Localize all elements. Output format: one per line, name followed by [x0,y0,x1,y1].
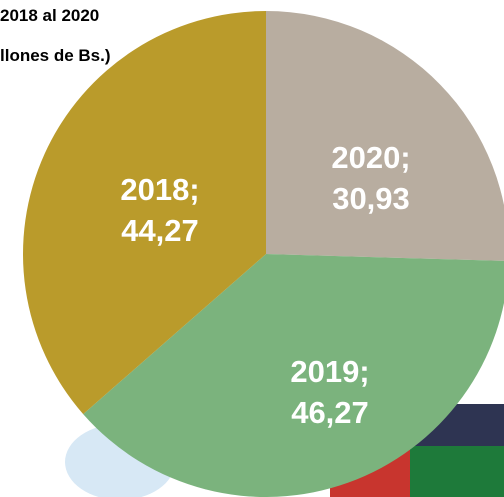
chart-title-line-2: llones de Bs.) [0,46,111,65]
chart-title: 2018 al 2020 llones de Bs.) [0,6,111,65]
pie-label-value-2020: 30,93 [332,181,410,216]
pie-label-value-2019: 46,27 [291,395,369,430]
pie-labels: 2020; 30,93 2019; 46,27 2018; 44,27 [120,140,410,430]
pie-slice-2019 [83,254,504,497]
chart-title-line-1: 2018 al 2020 [0,6,99,25]
pie-slice-2020 [266,11,504,261]
pie-label-year-2019: 2019; [290,354,369,389]
pie-label-value-2018: 44,27 [121,213,199,248]
pie-slices [23,11,504,497]
pie-label-year-2020: 2020; [331,140,410,175]
pie-slice-2018 [23,11,267,415]
background-logo-green-band [410,446,504,497]
pie-label-year-2018: 2018; [120,172,199,207]
